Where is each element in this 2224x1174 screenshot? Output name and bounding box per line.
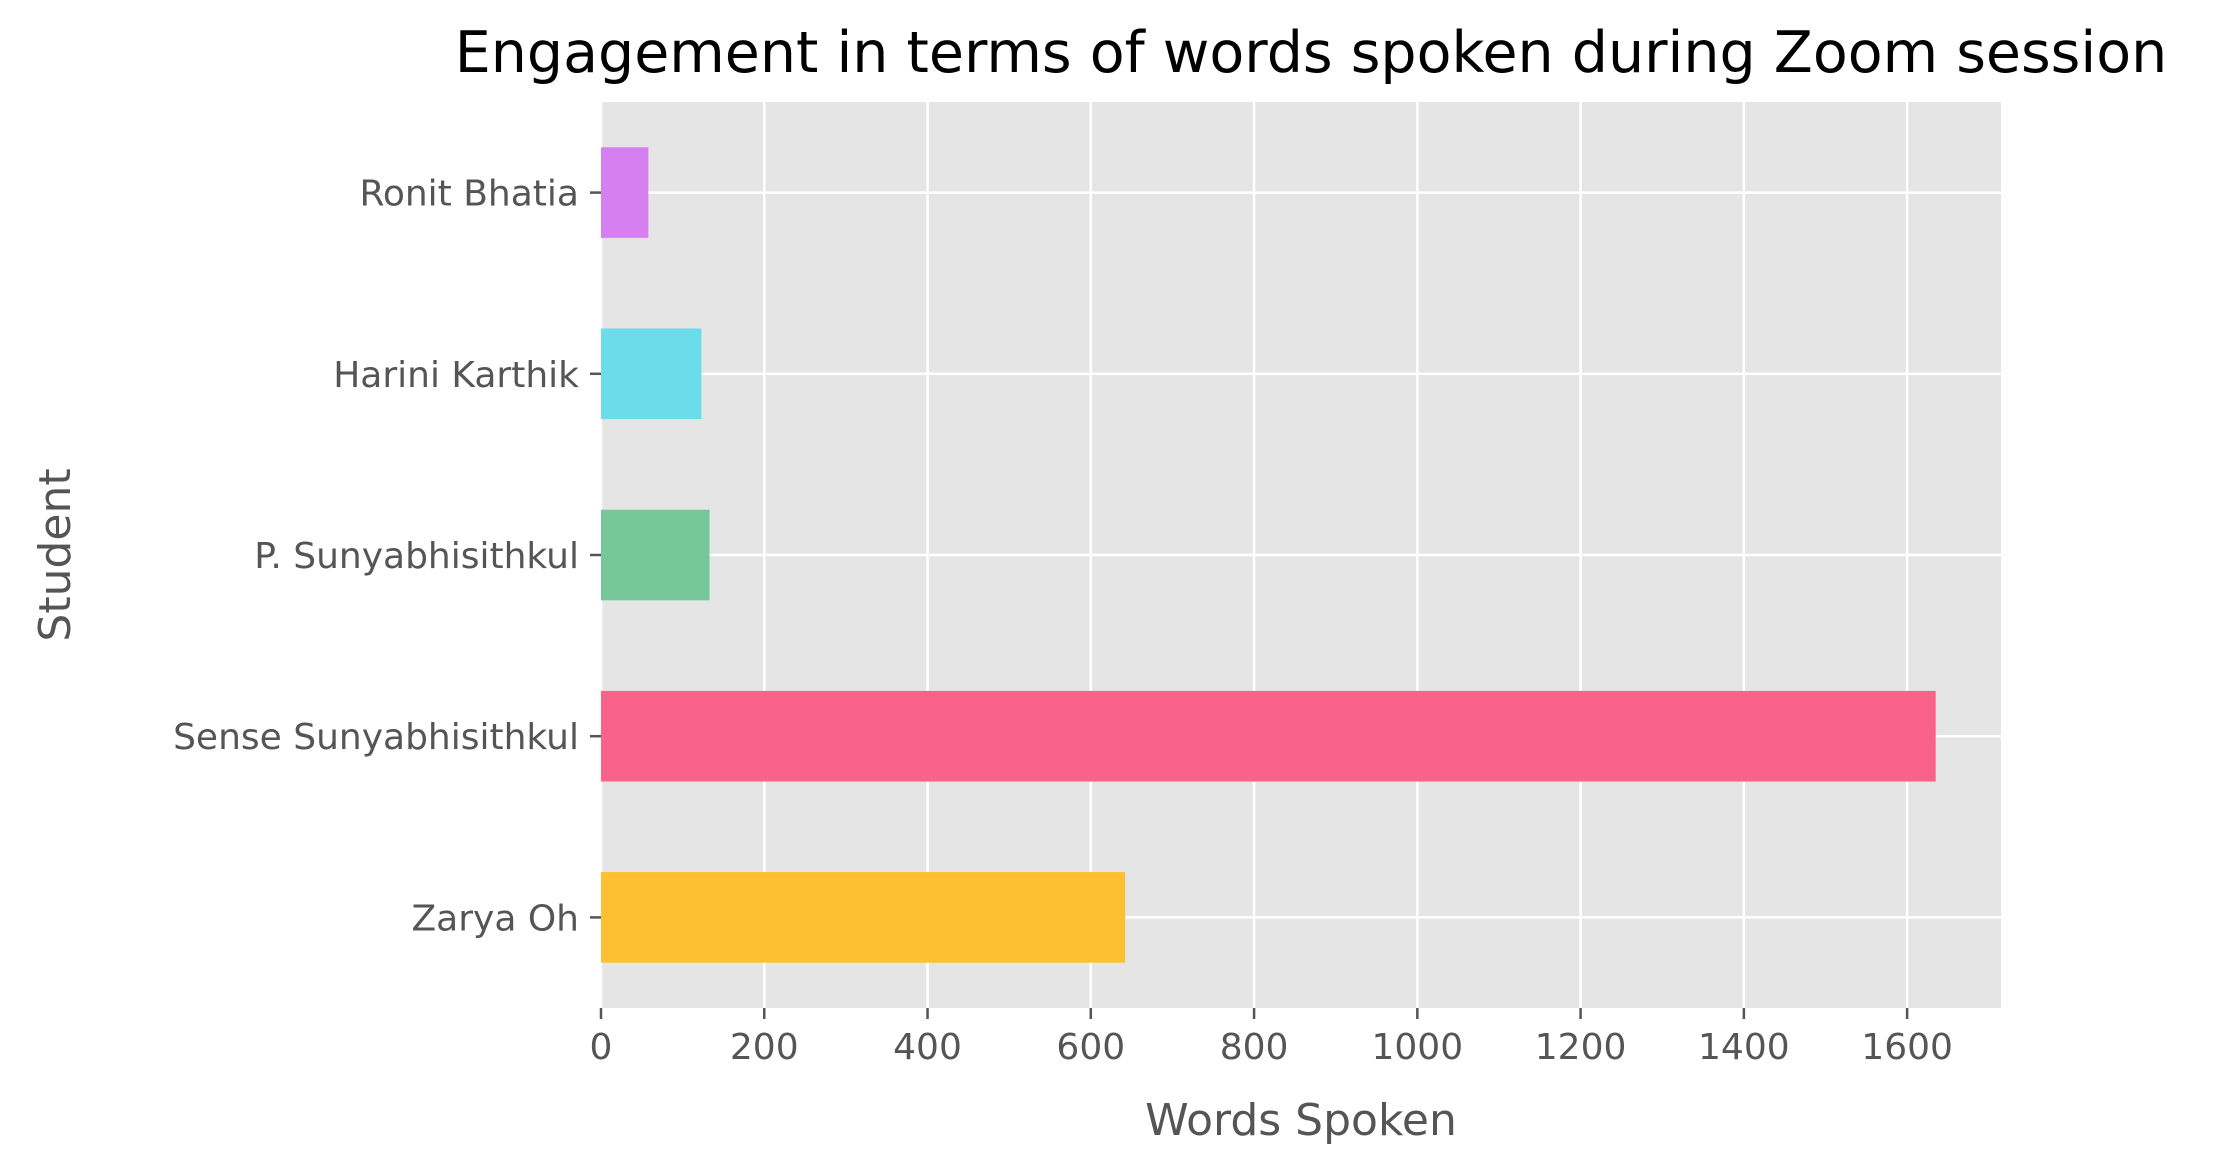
y-axis-title: Student bbox=[30, 468, 81, 641]
bar bbox=[601, 328, 702, 420]
axis-ticks: 0 200 400 600 800 1000 1200 1400 1600 Ronit Bhati… bbox=[173, 174, 1953, 1068]
bar bbox=[601, 509, 710, 601]
x-tick-label: 400 bbox=[893, 1027, 962, 1068]
x-tick-label: 800 bbox=[1220, 1027, 1289, 1068]
grid-lines bbox=[599, 102, 2001, 1008]
x-tick-label: 0 bbox=[590, 1027, 613, 1068]
bar bbox=[601, 872, 1126, 963]
x-tick-label: 1000 bbox=[1372, 1027, 1464, 1068]
x-axis-title: Words Spoken bbox=[1145, 1095, 1457, 1146]
x-tick-label: 200 bbox=[730, 1027, 799, 1068]
chart-title: Engagement in terms of words spoken duri… bbox=[455, 20, 2167, 86]
x-tick-label: 1600 bbox=[1861, 1027, 1953, 1068]
x-tick-label: 1400 bbox=[1698, 1027, 1790, 1068]
y-tick-label: Zarya Oh bbox=[412, 898, 579, 939]
y-tick-label: P. Sunyabhisithkul bbox=[254, 536, 579, 577]
x-tick-label: 1200 bbox=[1535, 1027, 1627, 1068]
x-tick-label: 600 bbox=[1056, 1027, 1125, 1068]
y-tick-label: Harini Karthik bbox=[333, 355, 579, 396]
y-tick-label: Sense Sunyabhisithkul bbox=[173, 717, 579, 758]
bars bbox=[601, 147, 1936, 963]
y-tick-label: Ronit Bhatia bbox=[359, 174, 579, 215]
bar bbox=[601, 690, 1936, 782]
bar bbox=[601, 147, 649, 238]
